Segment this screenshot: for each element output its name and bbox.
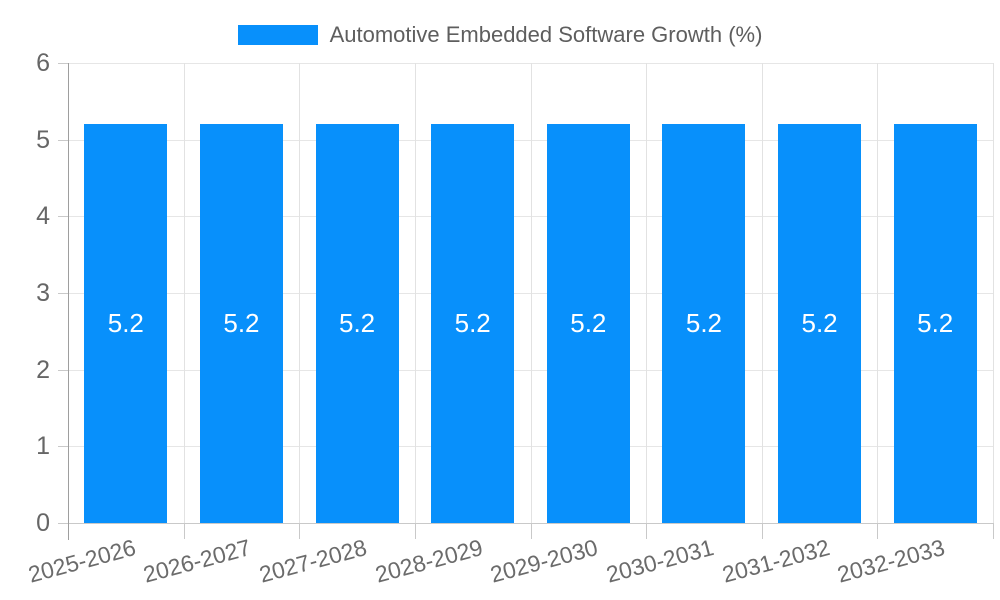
bar[interactable]: 5.2 <box>778 124 862 523</box>
y-axis-tick <box>58 63 68 64</box>
y-axis-tick <box>58 216 68 218</box>
y-axis-tick-label: 3 <box>36 279 50 307</box>
bar-value-label: 5.2 <box>685 308 723 339</box>
bar-value-label: 5.2 <box>917 308 954 339</box>
y-axis-tick-label: 2 <box>36 355 50 384</box>
x-axis-tick <box>183 523 185 539</box>
v-gridline <box>877 63 879 523</box>
y-axis-tick-label: 0 <box>36 509 50 537</box>
x-axis-line <box>58 523 993 524</box>
x-axis-label: 2029-2030 <box>487 534 601 588</box>
bar[interactable]: 5.2 <box>893 124 977 523</box>
v-gridline <box>761 63 763 523</box>
x-axis-tick <box>530 523 532 539</box>
bar[interactable]: 5.2 <box>431 124 515 523</box>
y-axis-tick <box>58 139 68 141</box>
x-axis-label: 2026-2027 <box>140 534 254 588</box>
bar-value-label: 5.2 <box>338 308 376 339</box>
x-axis-tick <box>414 523 416 539</box>
bar[interactable]: 5.2 <box>315 124 399 523</box>
legend-swatch <box>237 25 318 45</box>
y-axis-tick-label: 4 <box>36 202 50 231</box>
v-gridline <box>993 63 994 523</box>
x-axis-tick <box>877 523 879 539</box>
y-axis-tick <box>58 369 68 371</box>
v-gridline <box>646 63 648 523</box>
x-axis-label: 2032-2033 <box>834 534 948 588</box>
y-axis-tick-label: 6 <box>36 49 50 77</box>
v-gridline <box>530 63 532 523</box>
bar[interactable]: 5.2 <box>199 124 283 523</box>
x-axis-tick <box>646 523 648 539</box>
x-axis-label: 2031-2032 <box>719 534 833 588</box>
bar-value-label: 5.2 <box>570 308 607 339</box>
bar[interactable]: 5.2 <box>662 124 746 523</box>
y-axis-tick-label: 1 <box>36 432 50 461</box>
bar-value-label: 5.2 <box>454 308 491 339</box>
legend-label: Automotive Embedded Software Growth (%) <box>329 22 763 47</box>
bar-value-label: 5.2 <box>107 308 144 339</box>
bar[interactable]: 5.2 <box>546 124 630 523</box>
y-axis-tick-label: 5 <box>36 125 50 154</box>
v-gridline <box>414 63 416 523</box>
v-gridline <box>183 63 185 523</box>
bar[interactable]: 5.2 <box>84 124 168 523</box>
y-axis-line <box>68 63 69 540</box>
y-axis-tick <box>58 446 68 448</box>
x-axis-label: 2030-2031 <box>603 534 717 588</box>
bar-value-label: 5.2 <box>223 308 260 339</box>
x-axis-tick <box>761 523 763 539</box>
v-gridline <box>299 63 301 523</box>
x-axis-label: 2025-2026 <box>25 534 139 588</box>
x-axis-tick <box>299 523 301 539</box>
x-axis-label: 2028-2029 <box>372 534 486 588</box>
x-axis-label: 2027-2028 <box>256 534 370 588</box>
chart-legend[interactable]: Automotive Embedded Software Growth (%) <box>0 22 1000 48</box>
y-axis-tick <box>58 293 68 294</box>
bar-value-label: 5.2 <box>801 308 838 339</box>
x-axis-tick <box>993 523 994 539</box>
